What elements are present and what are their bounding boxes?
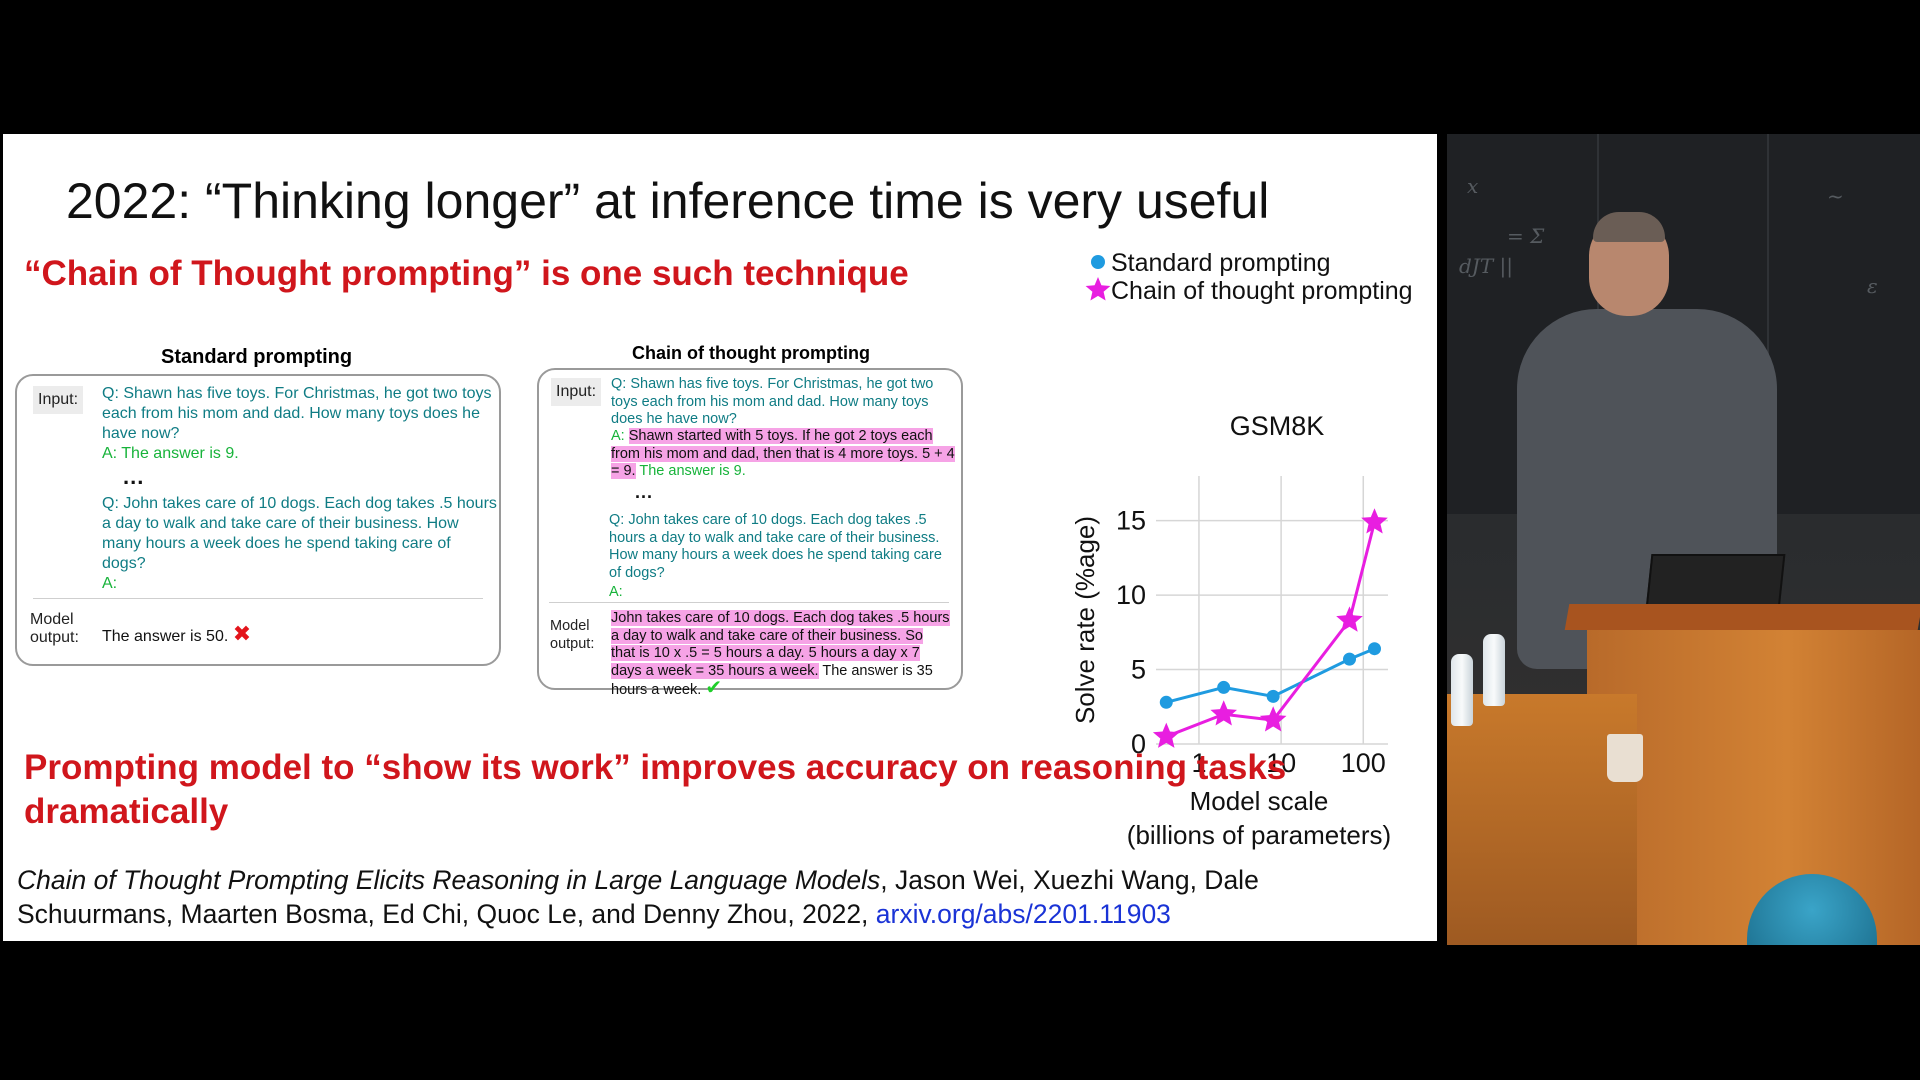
standard-output: The answer is 50. ✖	[102, 621, 252, 647]
y-tick-label: 10	[1116, 580, 1146, 610]
standard-q2: Q: John takes care of 10 dogs. Each dog …	[102, 495, 497, 572]
citation-paper-title: Chain of Thought Prompting Elicits Reaso…	[17, 865, 881, 895]
standard-data-point	[1217, 680, 1231, 694]
standard-output-text: The answer is 50.	[102, 628, 229, 645]
standard-a2: A:	[102, 575, 118, 592]
podium-top	[1564, 604, 1920, 630]
cot-panel-title: Chain of thought prompting	[632, 343, 870, 363]
wall-seam	[1767, 134, 1769, 514]
standard-output-label: Model output:	[30, 611, 79, 646]
cot-q1: Q: Shawn has five toys. For Christmas, h…	[611, 376, 934, 427]
citation-link[interactable]: arxiv.org/abs/2201.11903	[875, 899, 1171, 929]
x-tick-label: 10	[1266, 748, 1296, 778]
cot-a1-prefix: A:	[611, 428, 625, 444]
standard-ellipsis: ...	[123, 464, 145, 489]
y-tick-label: 15	[1116, 506, 1146, 536]
side-desk	[1447, 694, 1637, 945]
x-axis-label-units: (billions of parameters)	[1127, 820, 1391, 850]
chart-title: GSM8K	[1230, 411, 1325, 441]
slide-takeaway: Prompting model to “show its work” impro…	[24, 748, 1287, 831]
paper-cup	[1607, 734, 1643, 782]
chalk-scribble: dJT ||	[1459, 254, 1513, 278]
chalk-scribble: ε	[1867, 274, 1878, 298]
standard-divider	[33, 598, 483, 599]
citation-authors: , Jason Wei, Xuezhi Wang, Dale Schuurman…	[17, 865, 1259, 929]
citation: Chain of Thought Prompting Elicits Reaso…	[17, 863, 1417, 931]
x-tick-label: 1	[1191, 748, 1206, 778]
standard-data-point	[1343, 652, 1357, 666]
cot-ellipsis: ...	[635, 482, 654, 502]
chalk-scribble: x	[1467, 174, 1479, 198]
legend-label: Standard prompting	[1111, 249, 1331, 277]
slide-subtitle: “Chain of Thought prompting” is one such…	[24, 254, 909, 293]
cot-prompt-box: Input: Q: Shawn has five toys. For Chris…	[537, 368, 963, 698]
chalk-scribble: = Σ	[1507, 224, 1545, 248]
x-axis-label: Model scale	[1190, 786, 1329, 816]
legend-marker-standard	[1091, 255, 1105, 269]
slide-title: 2022: “Thinking longer” at inference tim…	[66, 173, 1270, 229]
cot-data-point	[1152, 722, 1180, 748]
standard-panel-title: Standard prompting	[161, 346, 353, 368]
speaker-video: x = Σ dJT || ~ ε	[1447, 134, 1920, 945]
check-mark-icon: ✔	[705, 677, 723, 699]
standard-a1: A: The answer is 9.	[102, 445, 239, 462]
x-tick-label: 100	[1341, 748, 1386, 778]
cot-output-answer: The answer is 35 hours a week.	[611, 662, 933, 699]
legend-label: Chain of thought prompting	[1111, 277, 1413, 305]
y-axis-label: Solve rate (%age)	[1070, 516, 1100, 724]
y-tick-label: 5	[1131, 655, 1146, 685]
cot-data-point	[1361, 508, 1388, 534]
chalk-scribble: ~	[1827, 184, 1844, 208]
speaker-hair	[1593, 212, 1665, 242]
presentation-slide: 2022: “Thinking longer” at inference tim…	[3, 134, 1437, 941]
cot-a1: A: Shawn started with 5 toys. If he got …	[611, 428, 956, 481]
standard-q1: Q: Shawn has five toys. For Christmas, h…	[102, 385, 492, 442]
chart-svg: 1 10 100 0 5 10 15 GSM8K Model scale (billions of…	[1070, 249, 1413, 850]
cot-q2: Q: John takes care of 10 dogs. Each dog …	[609, 512, 942, 581]
standard-prompt-box: Input: Q: Shawn has five toys. For Chris…	[15, 374, 501, 666]
cot-input-label: Input:	[551, 378, 602, 406]
cot-a1-answer: The answer is 9.	[639, 463, 746, 479]
podium	[1587, 630, 1920, 945]
cot-output-label: Model output:	[550, 618, 595, 652]
water-bottle	[1483, 634, 1505, 706]
cot-data-point	[1259, 706, 1287, 732]
cot-divider	[549, 602, 949, 603]
gsm8k-chart: 1 10 100 0 5 10 15 GSM8K Model scale (billions of…	[1053, 244, 1437, 864]
standard-data-point	[1159, 695, 1173, 709]
cot-output: John takes care of 10 dogs. Each dog tak…	[611, 610, 951, 700]
y-tick-label: 0	[1131, 729, 1146, 759]
cot-a2: A:	[609, 584, 623, 600]
cot-data-point	[1210, 700, 1237, 726]
water-bottle	[1451, 654, 1473, 726]
standard-data-point	[1368, 642, 1382, 656]
legend-marker-cot	[1085, 277, 1111, 301]
cot-data-point	[1336, 606, 1363, 632]
standard-input-label: Input:	[33, 386, 84, 414]
standard-data-point	[1266, 689, 1280, 703]
cot-output-reasoning: John takes care of 10 dogs. Each dog tak…	[611, 610, 950, 679]
wrong-mark-icon: ✖	[232, 621, 252, 646]
